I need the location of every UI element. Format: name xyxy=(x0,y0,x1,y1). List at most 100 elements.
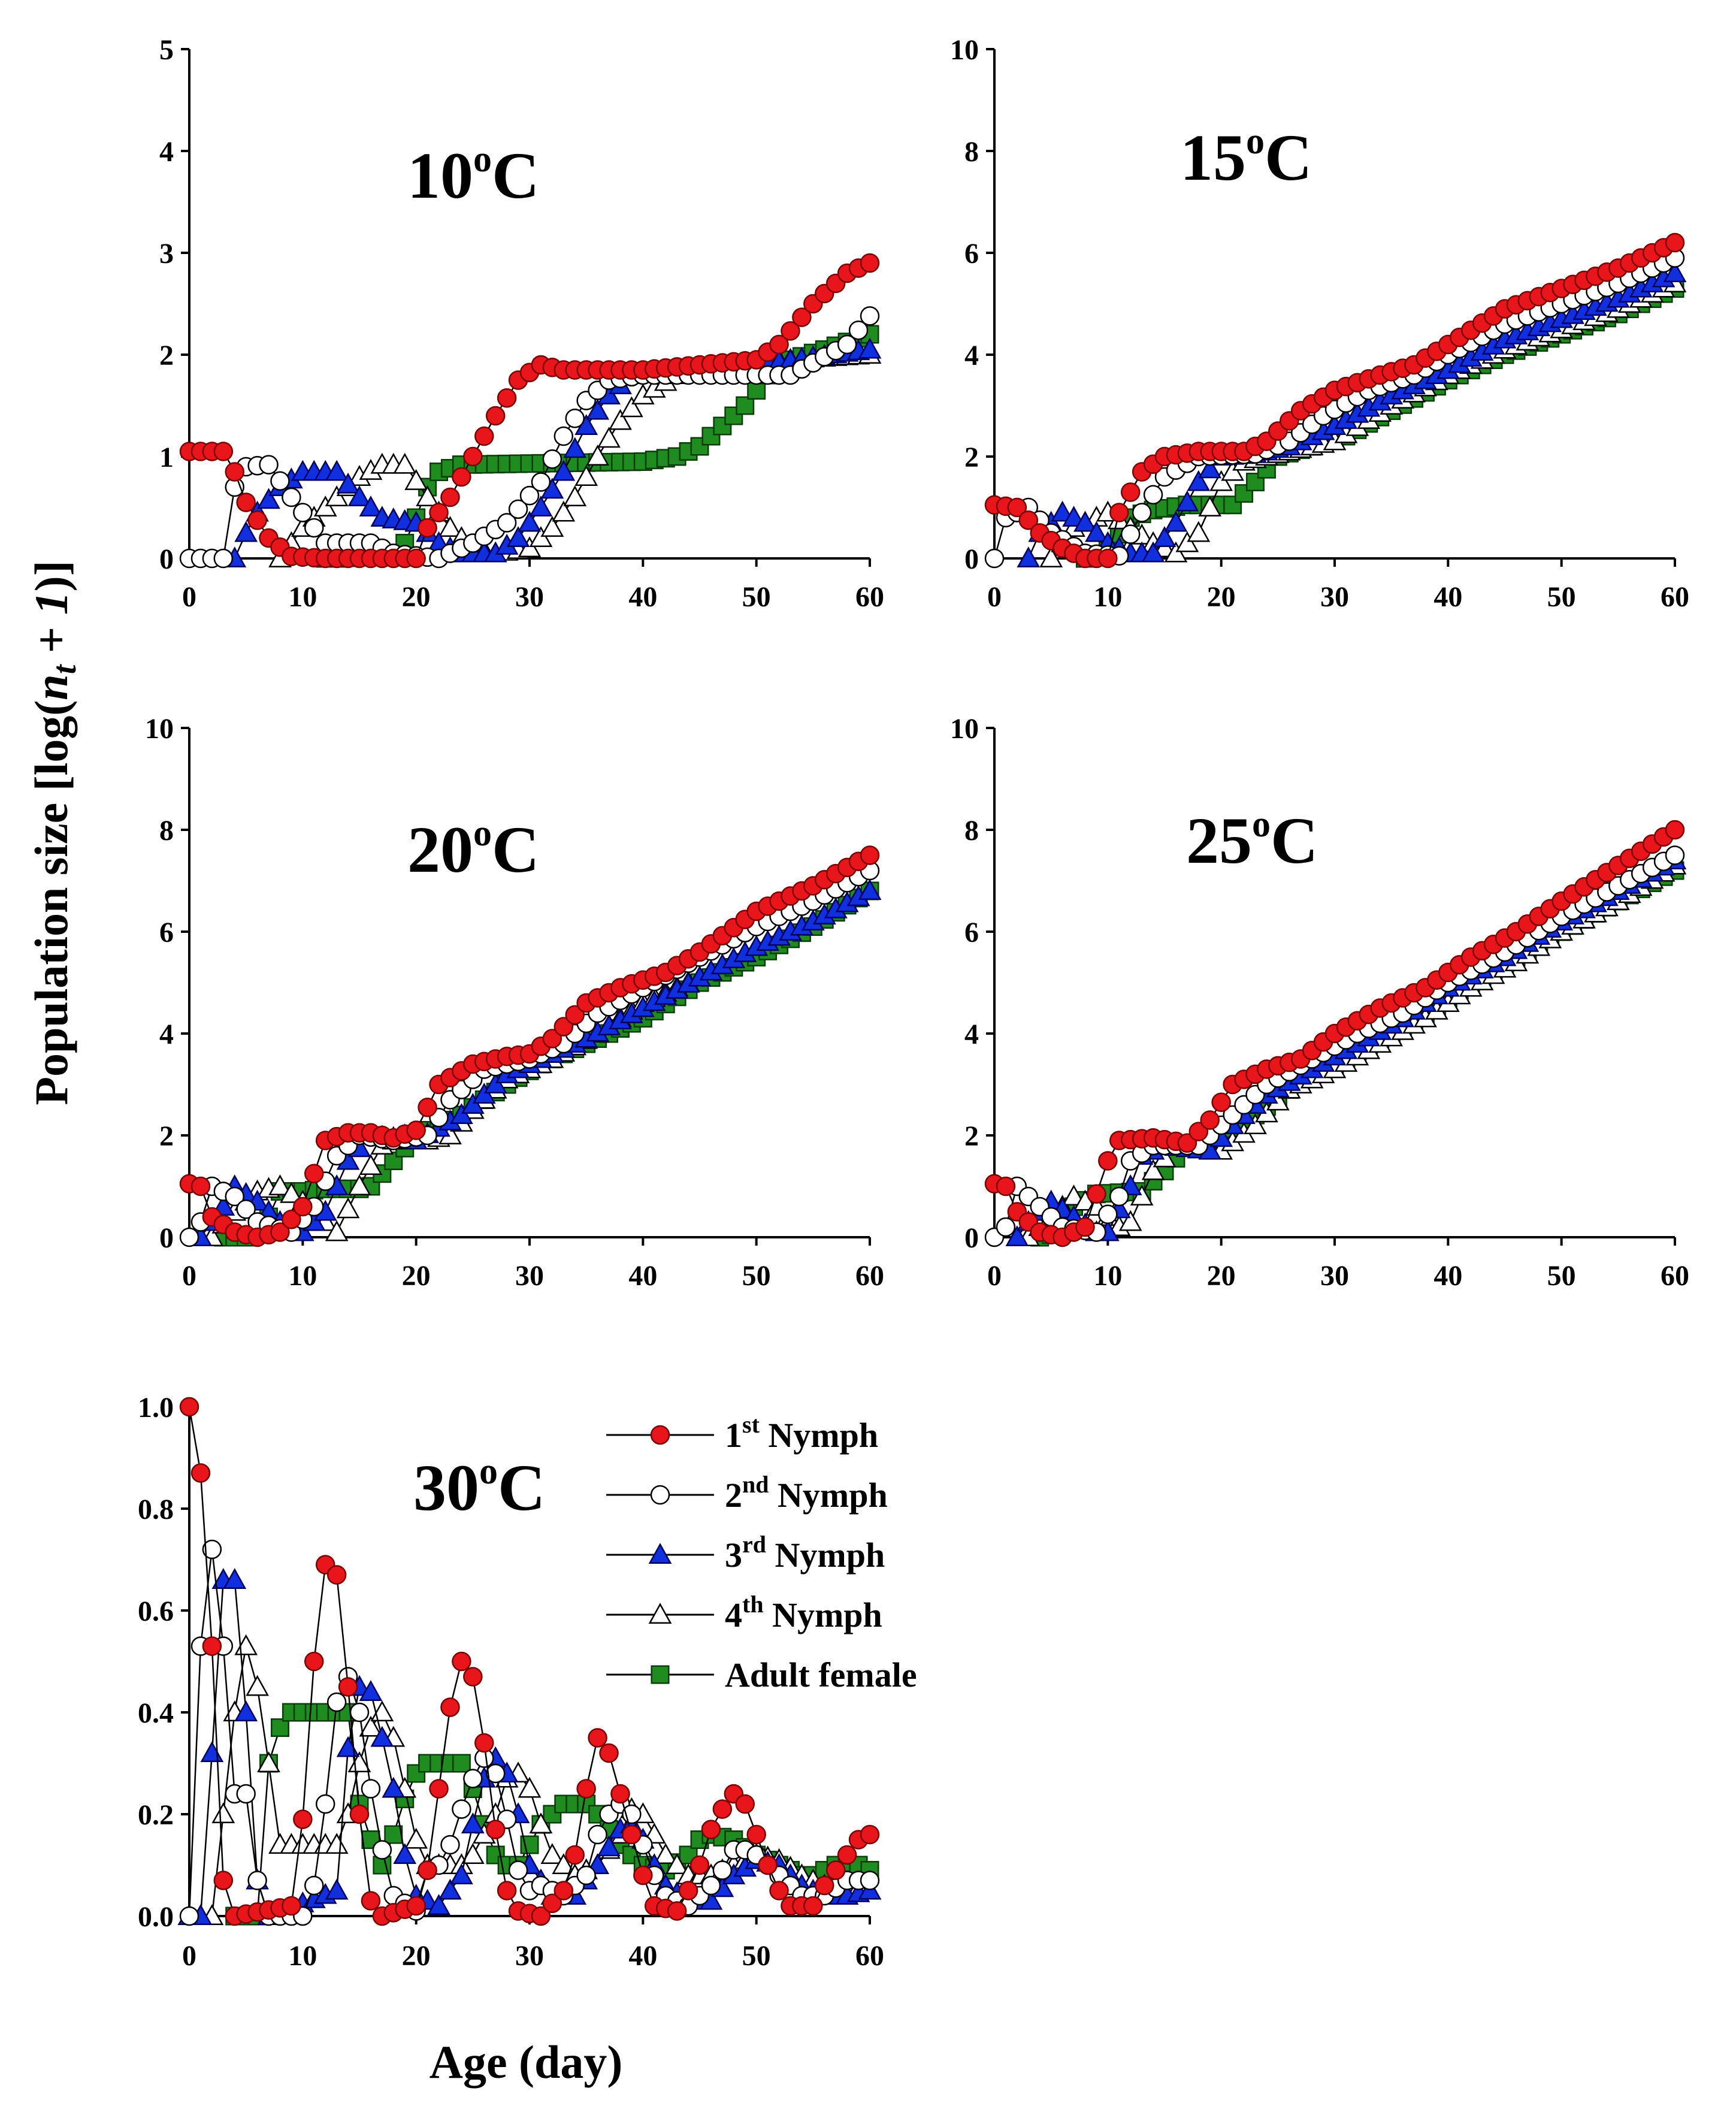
data-point-adult xyxy=(452,1754,471,1773)
legend-marker xyxy=(650,1485,670,1505)
data-point-nymph1 xyxy=(815,1875,834,1896)
data-point-nymph1 xyxy=(633,1865,653,1886)
data-point-nymph2 xyxy=(236,1199,256,1219)
data-point-nymph3 xyxy=(359,495,383,517)
data-point-nymph2 xyxy=(565,409,585,428)
y-tick-label: 2 xyxy=(964,1120,979,1152)
x-tick-label: 10 xyxy=(288,581,317,613)
y-tick-label: 4 xyxy=(964,1019,979,1050)
data-point-nymph3 xyxy=(1175,490,1199,512)
data-point-nymph4 xyxy=(246,1675,269,1696)
data-point-adult xyxy=(384,1825,403,1844)
panel-title: 10oC xyxy=(407,139,539,212)
y-tick-label: 0.6 xyxy=(138,1596,174,1627)
data-point-nymph4 xyxy=(1175,531,1199,552)
data-point-nymph4 xyxy=(529,1812,553,1834)
data-point-nymph2 xyxy=(225,1186,244,1207)
data-point-nymph1 xyxy=(803,1896,823,1916)
data-point-nymph3 xyxy=(1005,1225,1029,1247)
data-point-nymph2 xyxy=(588,1824,607,1845)
data-point-nymph1 xyxy=(712,1799,733,1819)
x-tick-label: 30 xyxy=(1320,581,1349,613)
data-point-nymph2 xyxy=(293,503,313,522)
y-tick-label: 10 xyxy=(950,713,979,745)
data-point-adult xyxy=(1223,495,1242,515)
data-point-nymph1 xyxy=(1665,820,1685,840)
data-point-nymph1 xyxy=(860,1824,880,1845)
y-tick-label: 10 xyxy=(145,713,174,745)
panel-title: 20oC xyxy=(407,813,539,886)
data-point-nymph1 xyxy=(406,1896,426,1916)
data-point-nymph3 xyxy=(438,1878,462,1900)
data-point-nymph3 xyxy=(370,1726,394,1747)
data-point-nymph1 xyxy=(497,1881,517,1900)
data-point-nymph1 xyxy=(213,442,234,461)
x-tick-label: 50 xyxy=(1547,581,1576,613)
data-point-nymph3 xyxy=(1187,470,1211,491)
data-point-nymph1 xyxy=(406,548,426,569)
data-point-nymph2 xyxy=(326,1692,347,1712)
data-point-nymph4 xyxy=(359,1154,383,1176)
data-point-nymph1 xyxy=(406,1120,426,1140)
data-point-nymph4 xyxy=(540,516,564,537)
data-point-nymph1 xyxy=(247,510,267,530)
y-tick-label: 0 xyxy=(159,1222,174,1254)
x-tick-label: 40 xyxy=(628,1940,657,1972)
data-point-nymph1 xyxy=(179,1397,199,1417)
data-point-nymph1 xyxy=(338,1677,358,1697)
data-point-nymph2 xyxy=(542,449,562,469)
data-point-nymph4 xyxy=(609,409,632,430)
data-point-nymph1 xyxy=(1087,1184,1106,1204)
data-point-nymph1 xyxy=(429,1779,449,1799)
data-point-nymph3 xyxy=(450,1863,473,1885)
y-tick-label: 0.0 xyxy=(138,1901,174,1933)
data-point-nymph1 xyxy=(860,253,880,273)
data-point-nymph1 xyxy=(769,334,789,355)
data-point-nymph3 xyxy=(223,1568,247,1590)
data-point-nymph1 xyxy=(485,406,506,426)
data-point-nymph2 xyxy=(848,320,869,340)
data-point-nymph1 xyxy=(1075,1217,1095,1237)
data-point-nymph3 xyxy=(1051,500,1074,522)
data-point-nymph3 xyxy=(1164,510,1188,532)
panel-15c: 0 2 4 6 8 10 0 10 20 30 40 50 60 15oC xyxy=(950,34,1689,613)
data-point-nymph3 xyxy=(461,1812,485,1834)
data-point-nymph1 xyxy=(304,1651,324,1672)
data-point-nymph1 xyxy=(202,1636,222,1656)
data-point-nymph2 xyxy=(361,1779,381,1799)
data-point-nymph1 xyxy=(1098,548,1118,569)
data-point-nymph2 xyxy=(554,426,574,446)
data-point-nymph3 xyxy=(382,1776,406,1798)
data-point-nymph4 xyxy=(586,445,609,466)
data-point-nymph4 xyxy=(1130,1185,1154,1206)
data-point-nymph1 xyxy=(769,1881,789,1900)
data-point-nymph4 xyxy=(461,1843,485,1865)
data-point-nymph1 xyxy=(554,1017,574,1037)
data-point-nymph4 xyxy=(1118,1210,1142,1231)
x-tick-label: 50 xyxy=(742,1940,771,1972)
data-point-nymph1 xyxy=(361,1891,381,1911)
y-tick-label: 0 xyxy=(964,1222,979,1254)
y-tick-label: 8 xyxy=(964,815,979,847)
data-point-nymph3 xyxy=(359,1680,383,1702)
y-tick-label: 5 xyxy=(159,34,174,66)
data-point-nymph1 xyxy=(542,1029,562,1049)
data-point-nymph3 xyxy=(1141,541,1165,563)
data-point-nymph3 xyxy=(257,488,280,509)
data-point-nymph2 xyxy=(519,485,540,506)
data-point-nymph3 xyxy=(393,1843,417,1865)
y-tick-label: 6 xyxy=(964,917,979,948)
data-point-nymph1 xyxy=(1665,232,1685,253)
data-point-nymph1 xyxy=(860,845,880,865)
data-point-nymph3 xyxy=(483,1072,507,1094)
data-point-nymph4 xyxy=(518,1776,542,1798)
panel-25c: 0 2 4 6 8 10 0 10 20 30 40 50 60 25oC xyxy=(950,713,1689,1292)
data-point-nymph1 xyxy=(213,1871,234,1890)
x-tick-label: 20 xyxy=(402,581,431,613)
data-point-nymph3 xyxy=(427,1894,450,1915)
data-point-nymph1 xyxy=(792,307,812,327)
y-tick-label: 1 xyxy=(159,442,174,473)
legend-adult-female: Adult female xyxy=(606,1655,917,1694)
data-point-nymph2 xyxy=(712,1860,733,1880)
